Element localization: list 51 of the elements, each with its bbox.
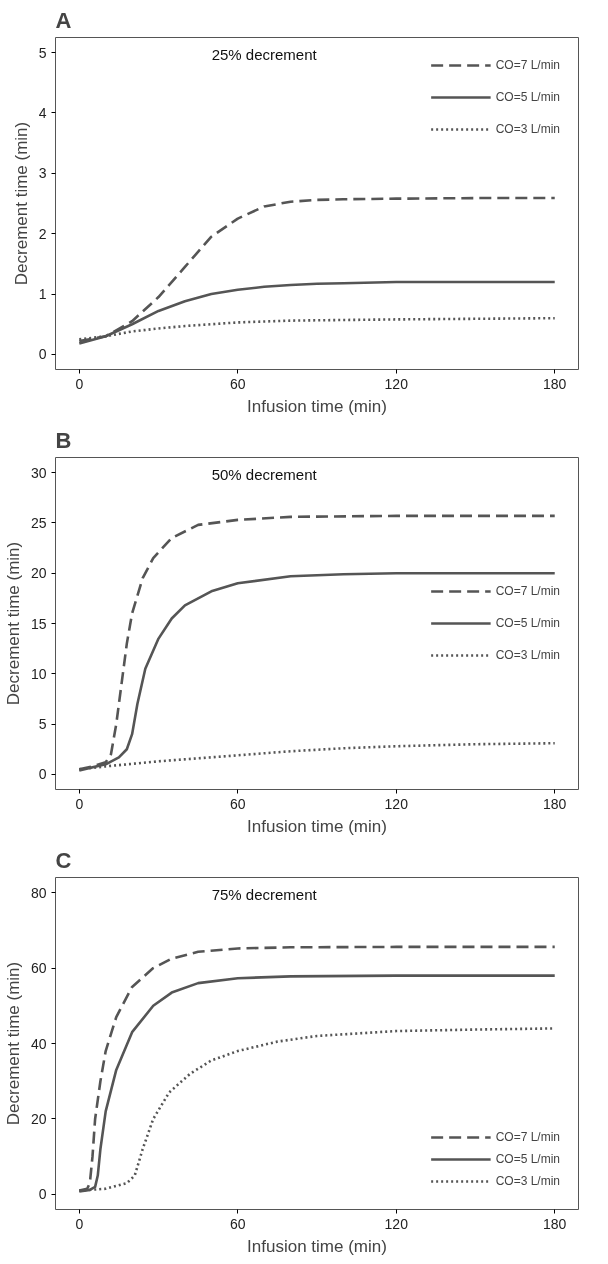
y-tick-label: 0 xyxy=(38,346,47,363)
annotation: 50% decrement xyxy=(211,465,318,483)
y-axis-title: Decrement time (min) xyxy=(3,961,23,1126)
chart-title: B xyxy=(55,427,72,453)
y-tick-label: 15 xyxy=(30,615,47,632)
x-tick-label: 0 xyxy=(75,375,84,392)
y-tick-label: 10 xyxy=(30,665,47,682)
y-tick-label: 40 xyxy=(30,1035,47,1052)
y-tick-label: 60 xyxy=(30,960,47,977)
x-tick-label: 120 xyxy=(384,375,409,392)
chart-title: A xyxy=(55,7,72,33)
x-tick-label: 180 xyxy=(543,375,567,392)
x-tick-label: 120 xyxy=(384,1215,409,1232)
legend-label: CO=3 L/min xyxy=(495,648,560,662)
legend-label: CO=7 L/min xyxy=(495,58,560,72)
x-tick-label: 180 xyxy=(543,795,567,812)
y-tick-label: 2 xyxy=(38,225,47,242)
x-axis-title: Infusion time (min) xyxy=(247,816,387,836)
y-tick-label: 25 xyxy=(30,514,47,531)
y-tick-label: 5 xyxy=(38,716,47,733)
legend-label: CO=5 L/min xyxy=(495,616,560,630)
x-tick-label: 60 xyxy=(229,795,246,812)
x-axis-title: Infusion time (min) xyxy=(247,396,387,416)
legend-label: CO=3 L/min xyxy=(495,122,560,136)
y-tick-label: 20 xyxy=(30,565,47,582)
y-tick-label: 4 xyxy=(38,104,47,121)
x-tick-label: 60 xyxy=(229,1215,246,1232)
y-tick-label: 30 xyxy=(30,464,47,481)
legend-label: CO=5 L/min xyxy=(495,90,560,104)
y-tick-label: 1 xyxy=(38,286,47,303)
y-tick-label: 0 xyxy=(38,1186,47,1203)
chart-title: C xyxy=(55,847,72,873)
annotation: 25% decrement xyxy=(211,45,318,63)
y-tick-label: 5 xyxy=(38,44,47,61)
x-axis-title: Infusion time (min) xyxy=(247,1236,387,1256)
y-tick-label: 3 xyxy=(38,165,47,182)
y-tick-label: 80 xyxy=(30,884,47,901)
legend-label: CO=7 L/min xyxy=(495,584,560,598)
x-tick-label: 180 xyxy=(543,1215,567,1232)
y-axis-title: Decrement time (min) xyxy=(11,121,31,286)
y-tick-label: 0 xyxy=(38,766,47,783)
y-tick-label: 20 xyxy=(30,1110,47,1127)
x-tick-label: 0 xyxy=(75,795,84,812)
legend-label: CO=3 L/min xyxy=(495,1174,560,1188)
legend-label: CO=7 L/min xyxy=(495,1130,560,1144)
x-tick-label: 60 xyxy=(229,375,246,392)
legend-label: CO=5 L/min xyxy=(495,1152,560,1166)
x-tick-label: 120 xyxy=(384,795,409,812)
x-tick-label: 0 xyxy=(75,1215,84,1232)
y-axis-title: Decrement time (min) xyxy=(3,541,23,706)
annotation: 75% decrement xyxy=(211,885,318,903)
